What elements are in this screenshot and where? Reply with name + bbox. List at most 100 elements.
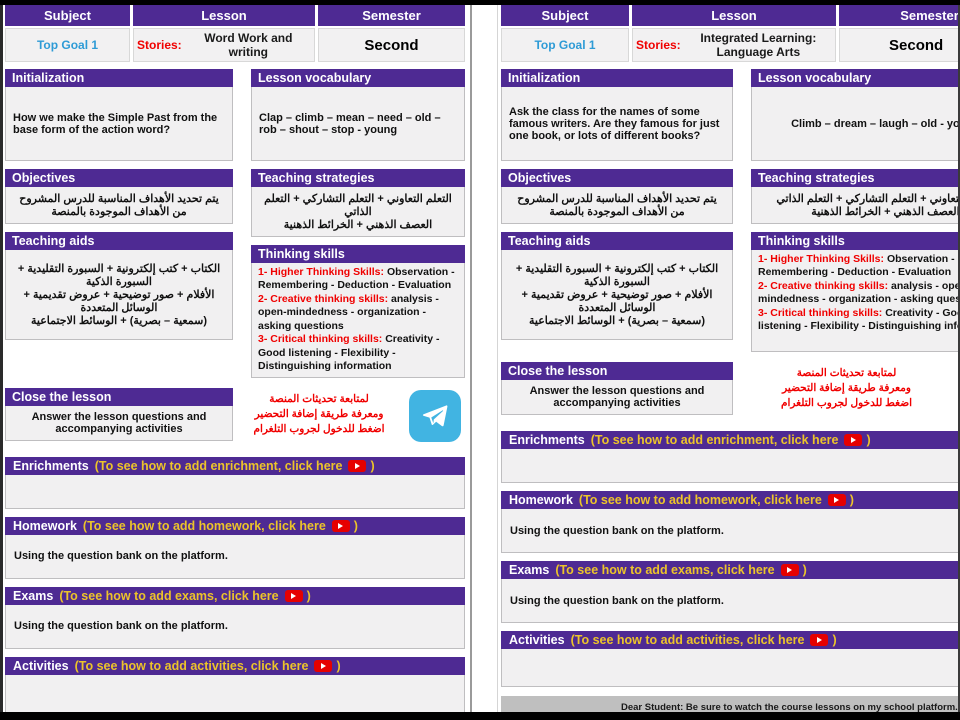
homework-title: Homework	[509, 493, 573, 507]
activities-header: Activities (To see how to add activities…	[5, 656, 465, 675]
exams-title: Exams	[509, 563, 550, 577]
youtube-play-icon[interactable]	[284, 589, 303, 602]
thinking-skill-item: 3- Critical thinking skills: Creativity …	[258, 333, 458, 373]
homework-header: Homework (To see how to add homework, cl…	[5, 516, 465, 535]
bottom-black-bar	[0, 712, 960, 720]
objectives-body: يتم تحديد الأهداف المناسبة للدرس المشروح…	[501, 187, 733, 224]
section-initialization: Initialization Ask the class for the nam…	[501, 69, 733, 161]
exams-header: Exams (To see how to add exams, click he…	[501, 561, 960, 579]
teaching-strategies-header: Teaching strategies	[751, 169, 960, 187]
section-lesson-vocabulary: Lesson vocabulary Climb – dream – laugh …	[751, 69, 960, 161]
teaching-aids-header: Teaching aids	[501, 232, 733, 250]
skill-text: Observation - Remembering - Deduction - …	[758, 253, 955, 279]
teaching-aids-header: Teaching aids	[5, 232, 233, 250]
header-values-row: Top Goal 1 Stories: Word Work and writin…	[5, 28, 465, 62]
thinking-skill-item: 3- Critical thinking skills: Creativity …	[758, 307, 960, 334]
initialization-header: Initialization	[501, 69, 733, 87]
exams-body: Using the question bank on the platform.	[5, 604, 465, 649]
teaching-strategies-header: Teaching strategies	[251, 169, 465, 187]
lesson-value: Stories: Integrated Learning: Language A…	[632, 28, 836, 62]
homework-video-link[interactable]: (To see how to add homework, click here	[82, 518, 326, 533]
thinking-skills-body: 1- Higher Thinking Skills: Observation -…	[751, 250, 960, 352]
teacher-notes-row: Teacher notes Dear Student: Be sure to w…	[501, 696, 960, 712]
telegram-note[interactable]: لمتابعة تحديثات المنصة ومعرفة طريقة إضاف…	[733, 362, 960, 412]
section-activities: Activities (To see how to add activities…	[501, 631, 960, 687]
youtube-play-icon[interactable]	[348, 459, 367, 472]
right-edge-border	[958, 0, 960, 720]
section-thinking-skills: Thinking skills 1- Higher Thinking Skill…	[251, 245, 465, 378]
enrichments-video-link[interactable]: (To see how to add enrichment, click her…	[94, 458, 343, 473]
exams-link-suffix: )	[802, 563, 807, 577]
lesson-title: Word Work and writing	[204, 31, 293, 59]
enrichments-body	[5, 474, 465, 509]
youtube-play-icon[interactable]	[844, 434, 863, 446]
youtube-play-icon[interactable]	[331, 519, 350, 532]
enrichments-video-link[interactable]: (To see how to add enrichment, click her…	[590, 433, 839, 447]
lesson-prefix: Stories:	[137, 38, 182, 52]
semester-value: Second	[318, 28, 465, 62]
activities-body	[501, 649, 960, 687]
telegram-icon[interactable]	[409, 389, 461, 442]
exams-video-link[interactable]: (To see how to add exams, click here	[555, 563, 775, 577]
telegram-note-line: اضغط للدخول لجروب التلغرام	[780, 397, 913, 410]
section-exams: Exams (To see how to add exams, click he…	[501, 561, 960, 623]
youtube-play-icon[interactable]	[827, 494, 846, 506]
initialization-header: Initialization	[5, 69, 233, 87]
section-exams: Exams (To see how to add exams, click he…	[5, 586, 465, 649]
enrichments-header: Enrichments (To see how to add enrichmen…	[5, 456, 465, 475]
exams-video-link[interactable]: (To see how to add exams, click here	[59, 588, 279, 603]
homework-body: Using the question bank on the platform.	[501, 509, 960, 553]
youtube-play-icon[interactable]	[810, 634, 829, 646]
youtube-play-icon[interactable]	[780, 564, 799, 576]
activities-header: Activities (To see how to add activities…	[501, 631, 960, 649]
teacher-notes-label: Teacher notes	[501, 696, 613, 712]
section-teaching-strategies: Teaching strategies التعلم التعاوني + ال…	[751, 169, 960, 224]
section-homework: Homework (To see how to add homework, cl…	[5, 516, 465, 579]
activities-link-suffix: )	[832, 633, 837, 647]
homework-link-suffix: )	[849, 493, 854, 507]
exams-body: Using the question bank on the platform.	[501, 579, 960, 623]
objectives-header: Objectives	[501, 169, 733, 187]
skill-text: Creativity - Good listening - Flexibilit…	[758, 306, 960, 333]
objectives-body: يتم تحديد الأهداف المناسبة للدرس المشروح…	[5, 187, 233, 224]
col-header-lesson: Lesson	[133, 5, 315, 26]
page-divider	[470, 5, 472, 712]
thinking-skills-body: 1- Higher Thinking Skills: Observation -…	[251, 263, 465, 378]
section-enrichments: Enrichments (To see how to add enrichmen…	[501, 431, 960, 483]
skill-text: Observation - Remembering - Deduction - …	[258, 266, 455, 292]
skill-text: Creativity - Good listening - Flexibilit…	[258, 333, 440, 373]
col-header-semester: Semester	[318, 5, 465, 26]
section-close-the-lesson: Close the lesson Answer the lesson quest…	[501, 362, 733, 415]
semester-value: Second	[839, 28, 960, 62]
lesson-title: Integrated Learning: Language Arts	[700, 31, 817, 59]
activities-video-link[interactable]: (To see how to add activities, click her…	[570, 633, 805, 647]
activities-video-link[interactable]: (To see how to add activities, click her…	[74, 658, 309, 673]
skill-text: analysis - open-mindedness - organizatio…	[258, 292, 439, 332]
homework-link-suffix: )	[353, 518, 358, 533]
objectives-header: Objectives	[5, 169, 233, 187]
close-lesson-body: Answer the lesson questions and accompan…	[5, 405, 233, 441]
initialization-body: How we make the Simple Past from the bas…	[5, 87, 233, 161]
lesson-vocabulary-body: Climb – dream – laugh – old - young	[751, 87, 960, 161]
enrichments-title: Enrichments	[509, 433, 585, 447]
enrichments-link-suffix: )	[370, 458, 375, 473]
header-row: Subject Lesson Semester	[5, 5, 465, 26]
skill-label: 3- Critical thinking skills:	[758, 306, 886, 319]
thinking-skill-item: 1- Higher Thinking Skills: Observation -…	[758, 253, 960, 280]
homework-title: Homework	[13, 518, 77, 533]
section-close-the-lesson: Close the lesson Answer the lesson quest…	[5, 387, 233, 441]
lesson-vocabulary-header: Lesson vocabulary	[251, 69, 465, 87]
telegram-note-line: ومعرفة طريقة إضافة التحضير	[782, 382, 911, 395]
skill-label: 2- Creative thinking skills:	[258, 292, 392, 305]
col-header-lesson: Lesson	[632, 5, 836, 26]
youtube-play-icon[interactable]	[314, 659, 333, 672]
col-header-subject: Subject	[5, 5, 130, 26]
telegram-note[interactable]: لمتابعة تحديثات المنصة ومعرفة طريقة إضاف…	[233, 388, 409, 438]
homework-video-link[interactable]: (To see how to add homework, click here	[578, 493, 822, 507]
homework-body: Using the question bank on the platform.	[5, 534, 465, 579]
section-teaching-aids: Teaching aids الكتاب + كتب إلكترونية + ا…	[501, 232, 733, 340]
close-lesson-header: Close the lesson	[501, 362, 733, 380]
left-edge-border	[0, 0, 3, 720]
close-lesson-header: Close the lesson	[5, 387, 233, 406]
lesson-prefix: Stories:	[636, 38, 681, 52]
